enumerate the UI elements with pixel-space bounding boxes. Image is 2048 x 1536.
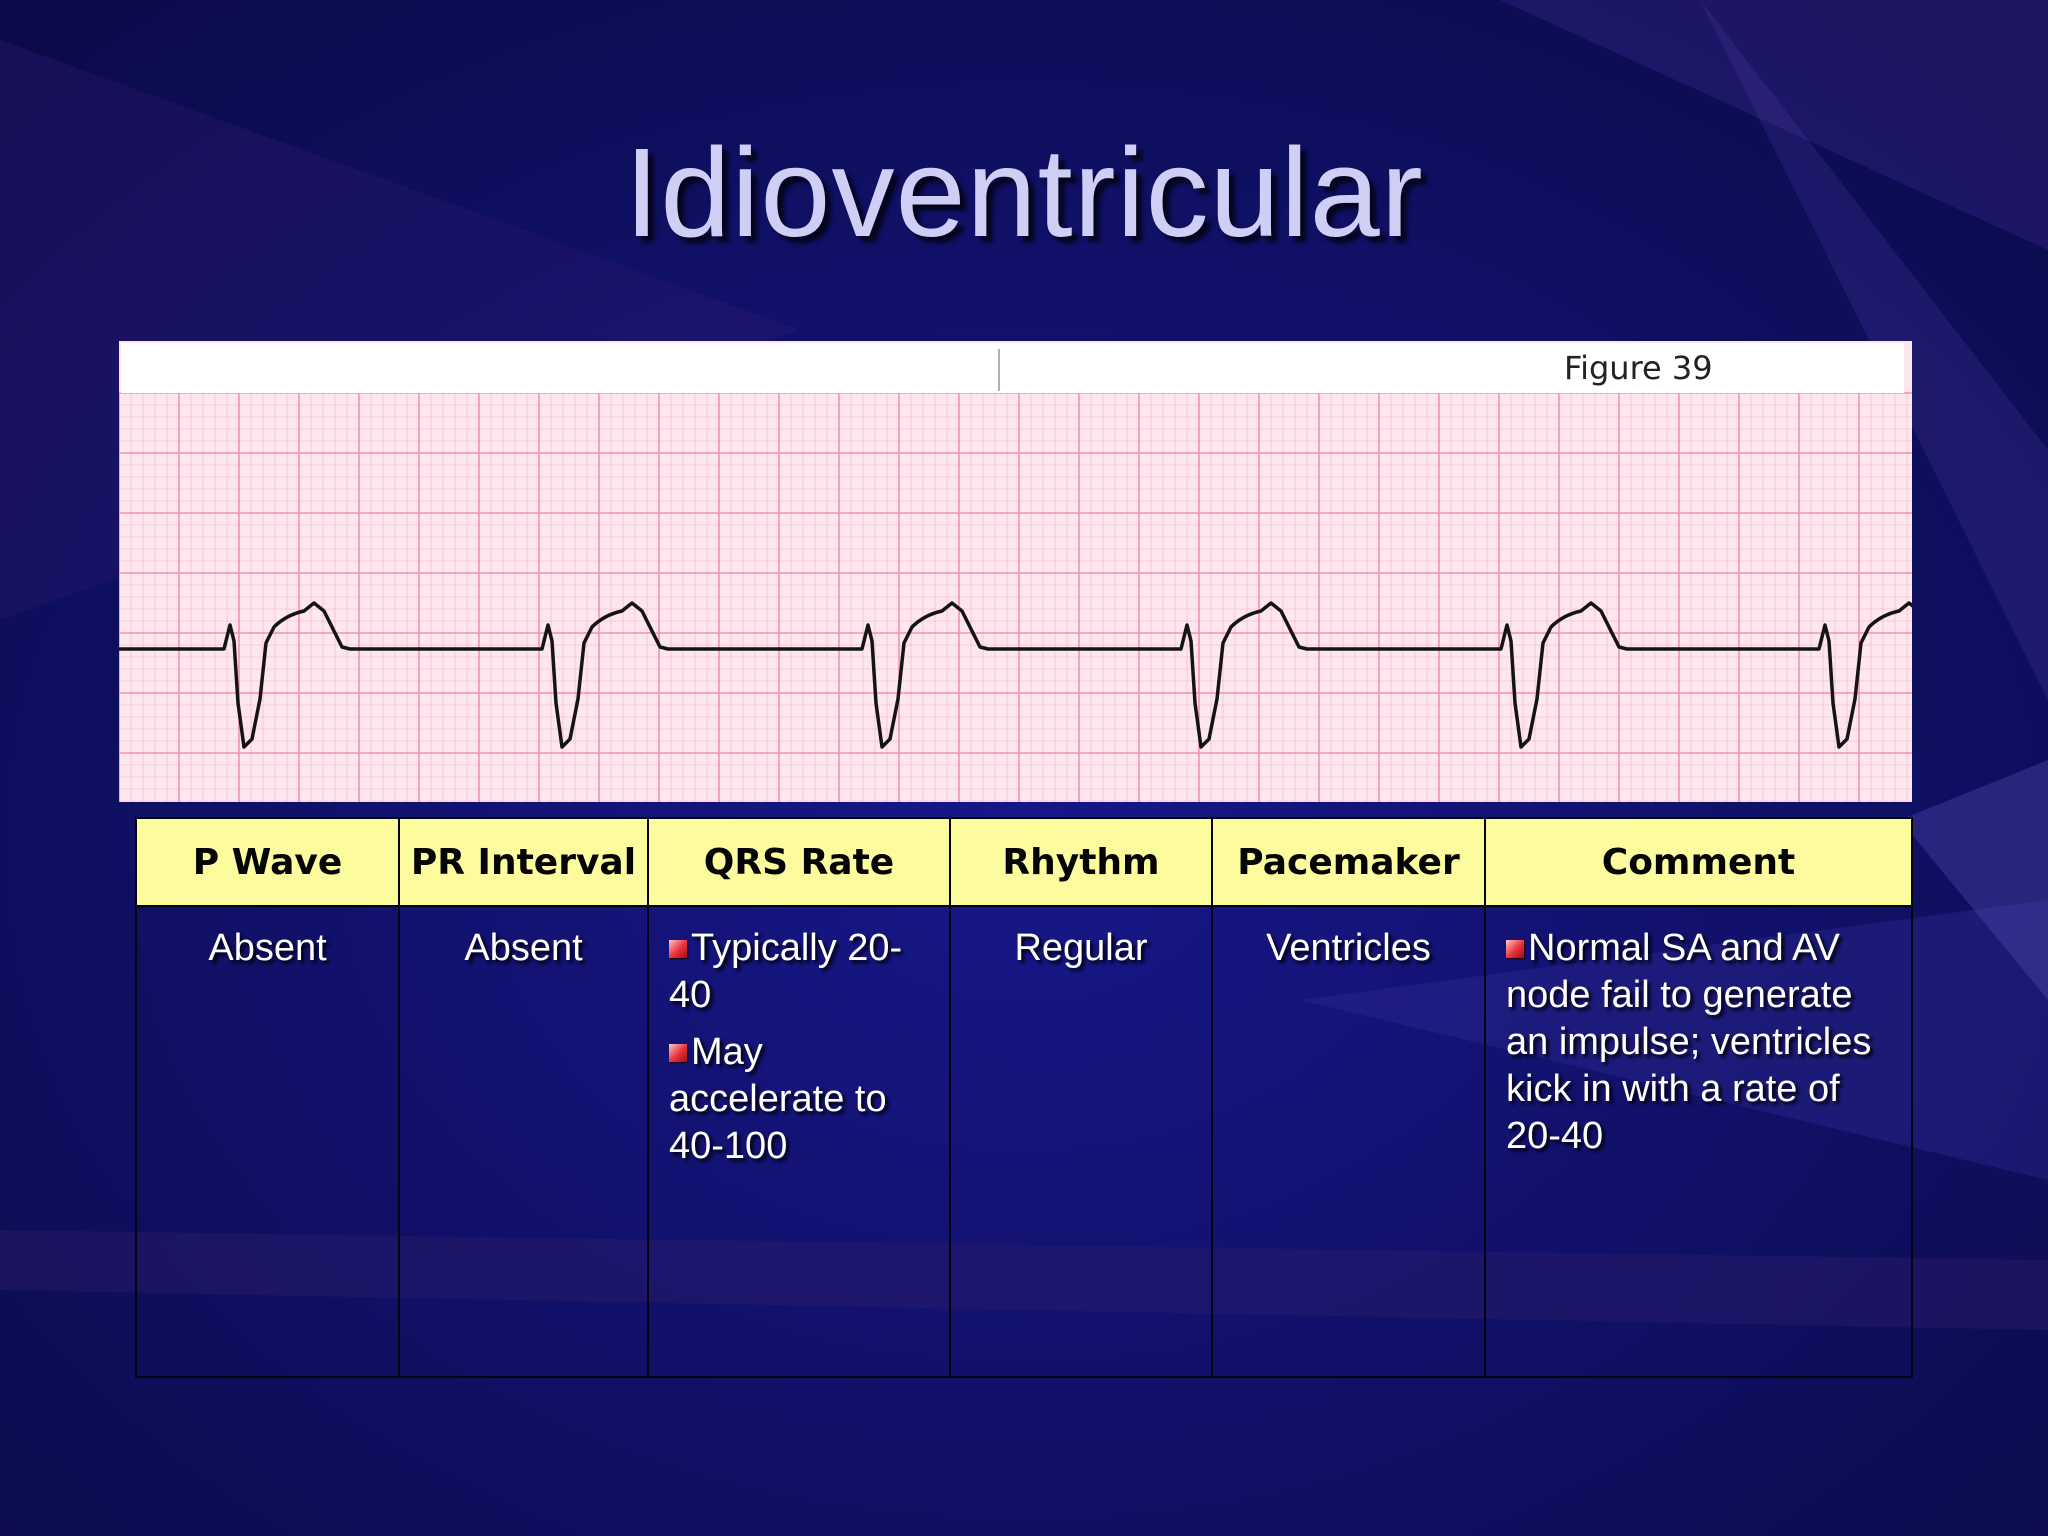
slide-title: Idioventricular: [624, 122, 1424, 263]
cell-rhythm: Regular: [949, 905, 1213, 1378]
rhythm-summary-table: P Wave PR Interval QRS Rate Rhythm Pacem…: [135, 817, 1913, 1378]
comment-bullet-1-text: Normal SA and AV node fail to generate a…: [1506, 927, 1872, 1157]
ecg-strip: Figure 39: [119, 341, 1912, 802]
cell-pr-interval: Absent: [398, 905, 649, 1378]
header-pacemaker: Pacemaker: [1211, 817, 1486, 907]
header-qrs-rate: QRS Rate: [647, 817, 951, 907]
header-rhythm: Rhythm: [949, 817, 1213, 907]
cell-pacemaker: Ventricles: [1211, 905, 1486, 1378]
qrs-bullet-1-text: Typically 20-40: [669, 927, 903, 1016]
ecg-trace: [119, 601, 1912, 749]
qrs-bullet-1: Typically 20-40: [669, 925, 929, 1019]
ecg-grid: [119, 392, 1912, 802]
qrs-bullet-2: May accelerate to 40-100: [669, 1029, 929, 1170]
bullet-square-icon: [669, 1044, 687, 1062]
header-pr-interval: PR Interval: [398, 817, 649, 907]
bullet-square-icon: [1506, 940, 1524, 958]
table-header-row: P Wave PR Interval QRS Rate Rhythm Pacem…: [135, 817, 1913, 907]
comment-bullet-1: Normal SA and AV node fail to generate a…: [1506, 925, 1891, 1160]
header-comment: Comment: [1484, 817, 1913, 907]
cell-qrs-rate: Typically 20-40 May accelerate to 40-100: [647, 905, 951, 1378]
header-p-wave: P Wave: [135, 817, 400, 907]
cell-comment: Normal SA and AV node fail to generate a…: [1484, 905, 1913, 1378]
table-row: Absent Absent Typically 20-40 May accele…: [135, 905, 1913, 1378]
cell-p-wave: Absent: [135, 905, 400, 1378]
bullet-square-icon: [669, 940, 687, 958]
figure-label: Figure 39: [1564, 349, 1713, 387]
qrs-bullet-2-text: May accelerate to 40-100: [669, 1031, 887, 1167]
figure-header-band: [121, 343, 1904, 393]
